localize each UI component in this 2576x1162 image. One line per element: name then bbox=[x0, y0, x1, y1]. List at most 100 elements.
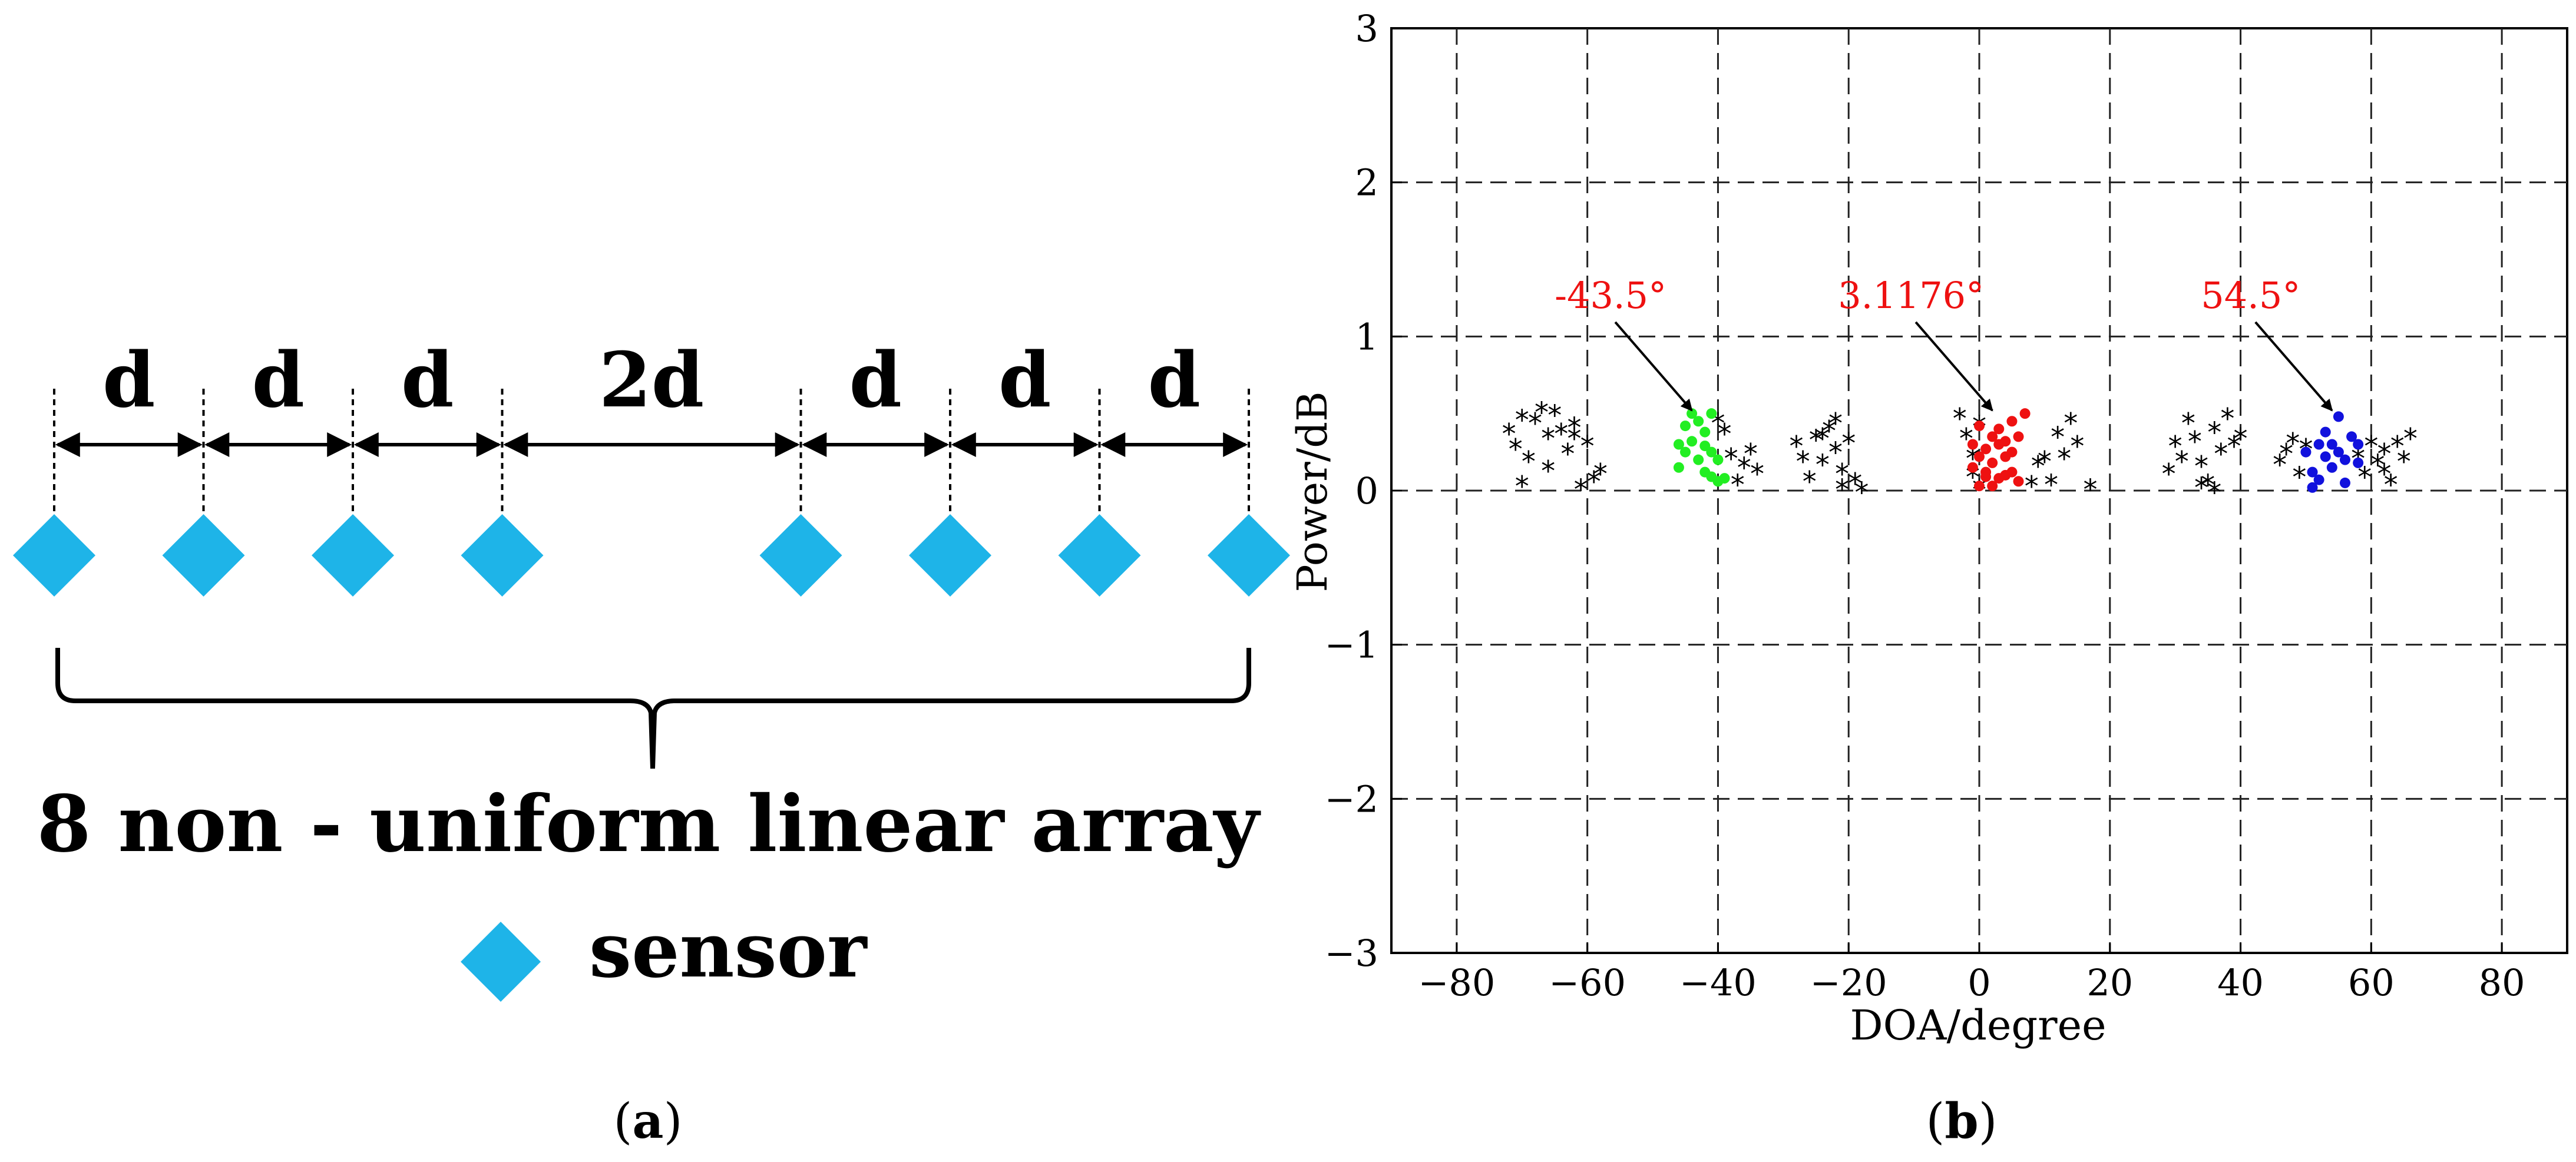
scatter-point-star: * bbox=[1841, 427, 1856, 460]
scatter-point-star: * bbox=[2051, 421, 2065, 454]
scatter-point-star: * bbox=[2292, 461, 2306, 494]
sensor-icon bbox=[162, 514, 245, 597]
scatter-point-star: * bbox=[2064, 407, 2078, 440]
spacing-label: d bbox=[849, 336, 902, 425]
scatter-point-dot bbox=[2326, 439, 2337, 450]
scatter-point-dot bbox=[1719, 473, 1730, 484]
scatter-point-dot bbox=[2019, 408, 2031, 419]
scatter-point-star: * bbox=[1522, 446, 1536, 479]
scatter-point-star: * bbox=[2227, 431, 2241, 464]
scatter-point-star: * bbox=[1744, 438, 1758, 471]
scatter-point-dot bbox=[2333, 411, 2344, 422]
scatter-point-star: * bbox=[2377, 458, 2392, 491]
scatter-point-star: * bbox=[2370, 449, 2385, 482]
scatter-point-dot bbox=[1680, 446, 1691, 458]
scatter-point-dot bbox=[1693, 416, 1704, 427]
sensor-icon bbox=[1208, 514, 1290, 597]
scatter-point-dot bbox=[2000, 436, 2011, 447]
scatter-point-dot bbox=[2300, 446, 2312, 458]
scatter-point-star: * bbox=[2057, 442, 2071, 475]
annotation-label: -43.5° bbox=[1555, 274, 1666, 317]
x-tick-label: 40 bbox=[2217, 961, 2264, 1004]
x-tick-labels: −80 −60 −40 −20 0 20 40 60 80 bbox=[1418, 961, 2525, 1004]
scatter-point-dot bbox=[2313, 439, 2324, 450]
scatter-point-star: * bbox=[1587, 466, 1601, 499]
scatter-point-star: * bbox=[1750, 458, 1764, 491]
sensor-icon bbox=[312, 514, 394, 597]
scatter-point-star: * bbox=[2234, 422, 2248, 455]
scatter-point-star: * bbox=[1724, 442, 1738, 475]
scatter-point-star: * bbox=[1828, 436, 1843, 469]
scatter-point-star: * bbox=[2025, 471, 2039, 504]
annotations: -43.5° 3.1176° 54.5° bbox=[1555, 274, 2333, 412]
scatter-point-dot bbox=[2333, 446, 2344, 458]
scatter-point-star: * bbox=[1515, 404, 1529, 437]
scatter-point-star: * bbox=[1580, 431, 1595, 464]
scatter-point-dot bbox=[2346, 431, 2357, 442]
scatter-point-dot bbox=[1673, 462, 1684, 473]
caption-a-letter: a bbox=[632, 1093, 663, 1150]
y-tick-label: 1 bbox=[1355, 315, 1378, 358]
scatter-point-star: * bbox=[1541, 422, 1555, 455]
scatter-point-star: * bbox=[2084, 474, 2098, 506]
scatter-point-star: * bbox=[1822, 415, 1836, 448]
scatter-point-dot bbox=[1680, 421, 1691, 432]
scatter-point-star: * bbox=[2279, 438, 2293, 471]
scatter-point-dot bbox=[2353, 439, 2364, 450]
spacing-label: d bbox=[401, 336, 454, 425]
scatter-point-star: * bbox=[2031, 451, 2045, 484]
scatter-point-star: * bbox=[1835, 458, 1849, 491]
scatter-point-star: * bbox=[1509, 433, 1523, 466]
scatter-point-star: * bbox=[1567, 412, 1581, 445]
scatter-point-star: * bbox=[1828, 407, 1843, 440]
annotation-arrow bbox=[2254, 321, 2333, 412]
x-tick-label: −60 bbox=[1549, 961, 1626, 1004]
scatter-point-star: * bbox=[1515, 471, 1529, 504]
scatter-point-dot bbox=[1987, 481, 1998, 492]
scatter-point-dot bbox=[1967, 439, 1978, 450]
annotation-arrow bbox=[1914, 321, 1993, 412]
scatter-point-dot bbox=[1987, 457, 1998, 468]
sensor-icon bbox=[759, 514, 842, 597]
x-tick-label: 60 bbox=[2348, 961, 2395, 1004]
scatter-point-star: * bbox=[1953, 402, 1967, 435]
scatter-point-star: * bbox=[2162, 458, 2176, 491]
scatter-point-dot bbox=[2353, 457, 2364, 468]
scatter-point-star: * bbox=[1593, 458, 1608, 491]
sensor-icon bbox=[909, 514, 991, 597]
scatter-point-dot bbox=[1993, 423, 2005, 435]
scatter-point-star: * bbox=[1554, 418, 1568, 451]
scatter-point-star: * bbox=[2214, 438, 2228, 471]
scatter-point-dot bbox=[1987, 431, 1998, 442]
x-axis-label: DOA/degree bbox=[1850, 1001, 2106, 1050]
spacing-label: d bbox=[252, 336, 305, 425]
x-tick-label: 20 bbox=[2086, 961, 2133, 1004]
y-tick-label: −2 bbox=[1325, 777, 1378, 820]
scatter-point-dot bbox=[1980, 466, 1992, 478]
scatter-point-dot bbox=[1967, 462, 1978, 473]
scatter-point-star: * bbox=[1718, 418, 1732, 451]
scatter-point-star: * bbox=[1547, 399, 1562, 432]
scatter-point-dot bbox=[1693, 454, 1704, 465]
scatter-point-star: * bbox=[1848, 467, 1862, 500]
legend-sensor-label: sensor bbox=[589, 906, 868, 995]
scatter-point-dot bbox=[2006, 416, 2018, 427]
scatter-point-dot bbox=[1974, 421, 1985, 432]
scatter-point-dot bbox=[2307, 482, 2318, 493]
grid-lines bbox=[1391, 28, 2567, 953]
spacing-dimension-lines: d d d 2d d d d bbox=[53, 336, 1250, 514]
scatter-point-dot bbox=[2320, 451, 2331, 462]
annotation-arrow bbox=[1614, 321, 1693, 412]
y-tick-label: 2 bbox=[1355, 161, 1378, 204]
scatter-point-star: * bbox=[2181, 407, 2195, 440]
x-tick-label: 0 bbox=[1967, 961, 1990, 1004]
scatter-point-star: * bbox=[2201, 469, 2215, 502]
spacing-label: d bbox=[1148, 336, 1201, 425]
scatter-point-star: * bbox=[2364, 431, 2378, 464]
scatter-points: ****************** **********************… bbox=[1502, 396, 2418, 509]
scatter-point-dot bbox=[1673, 439, 1684, 450]
scatter-point-dot bbox=[2013, 476, 2024, 487]
scatter-point-star: * bbox=[1854, 476, 1869, 509]
